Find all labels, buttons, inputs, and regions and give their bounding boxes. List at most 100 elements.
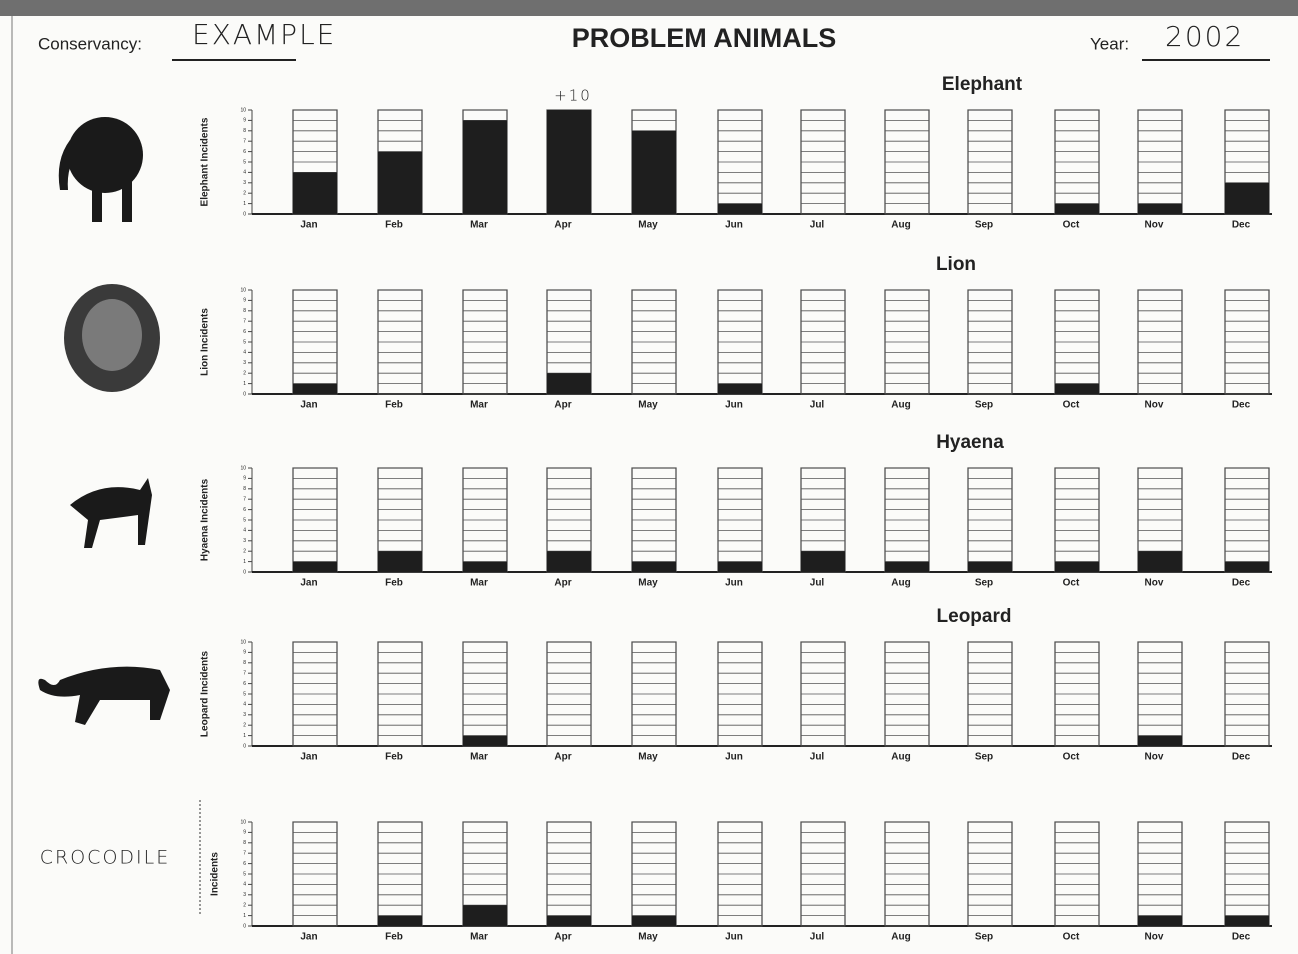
- bar: [1138, 204, 1182, 214]
- x-tick-label: Dec: [1232, 220, 1251, 231]
- bar: [1138, 736, 1182, 746]
- x-tick-label: Mar: [470, 220, 488, 231]
- y-tick-label: 3: [243, 538, 246, 544]
- y-tick-label: 2: [243, 549, 246, 555]
- y-tick-label: 7: [243, 139, 246, 145]
- x-tick-label: Aug: [891, 578, 910, 589]
- bar: [293, 384, 337, 394]
- year-label: Year:: [1090, 34, 1129, 53]
- x-tick-label: Sep: [975, 752, 993, 763]
- x-tick-label: Jun: [725, 578, 743, 589]
- x-tick-label: Dec: [1232, 932, 1251, 943]
- x-tick-label: Feb: [385, 578, 403, 589]
- chart-title: Elephant: [942, 74, 1023, 95]
- x-tick-label: Nov: [1145, 932, 1164, 943]
- y-tick-label: 2: [243, 903, 246, 909]
- bar: [632, 131, 676, 214]
- page: Conservancy: EXAMPLE PROBLEM ANIMALS Yea…: [0, 0, 1298, 954]
- y-tick-label: 8: [243, 660, 246, 666]
- bar: [1055, 562, 1099, 572]
- y-tick-label: 0: [243, 923, 246, 929]
- y-tick-label: 7: [243, 319, 246, 325]
- bar: [547, 551, 591, 572]
- bar: [463, 120, 507, 214]
- y-tick-label: 1: [243, 381, 246, 387]
- y-tick-label: 8: [243, 128, 246, 134]
- x-tick-label: Nov: [1145, 752, 1164, 763]
- x-tick-label: Apr: [554, 578, 571, 589]
- y-axis-label: Leopard Incidents: [200, 651, 211, 738]
- chart-title: Lion: [936, 254, 976, 275]
- y-tick-label: 2: [243, 723, 246, 729]
- x-tick-label: May: [638, 400, 658, 411]
- y-tick-label: 8: [243, 840, 246, 846]
- bar: [1225, 562, 1269, 572]
- x-tick-label: Jul: [810, 220, 825, 231]
- y-tick-label: 5: [243, 517, 246, 523]
- x-tick-label: May: [638, 752, 658, 763]
- bar: [801, 551, 845, 572]
- x-tick-label: Sep: [975, 220, 993, 231]
- bar: [1225, 183, 1269, 214]
- annotation: +10: [554, 87, 592, 105]
- x-tick-label: Mar: [470, 752, 488, 763]
- x-tick-label: Aug: [891, 932, 910, 943]
- bar: [632, 916, 676, 926]
- bar: [1225, 916, 1269, 926]
- y-tick-label: 3: [243, 892, 246, 898]
- bar: [293, 562, 337, 572]
- x-tick-label: Apr: [554, 932, 571, 943]
- y-tick-label: 4: [243, 170, 246, 176]
- year-value: 2002: [1165, 20, 1244, 53]
- x-tick-label: Jul: [810, 932, 825, 943]
- y-tick-label: 9: [243, 650, 246, 656]
- x-tick-label: Jan: [300, 220, 317, 231]
- y-axis-label: Incidents: [210, 852, 221, 896]
- bar: [378, 916, 422, 926]
- x-tick-label: Jan: [300, 578, 317, 589]
- x-tick-label: Nov: [1145, 578, 1164, 589]
- x-tick-label: Feb: [385, 220, 403, 231]
- y-tick-label: 0: [243, 569, 246, 575]
- y-tick-label: 9: [243, 298, 246, 304]
- bar: [378, 152, 422, 214]
- y-tick-label: 3: [243, 180, 246, 186]
- y-tick-label: 9: [243, 830, 246, 836]
- y-tick-label: 4: [243, 528, 246, 534]
- x-tick-label: Apr: [554, 400, 571, 411]
- y-tick-label: 6: [243, 681, 246, 687]
- x-tick-label: Dec: [1232, 752, 1251, 763]
- x-tick-label: Jul: [810, 752, 825, 763]
- bar: [547, 916, 591, 926]
- x-tick-label: Jan: [300, 752, 317, 763]
- y-tick-label: 1: [243, 559, 246, 565]
- x-tick-label: Aug: [891, 220, 910, 231]
- y-tick-label: 10: [240, 287, 246, 293]
- chart: Conservancy: EXAMPLE PROBLEM ANIMALS Yea…: [0, 0, 1298, 954]
- y-tick-label: 10: [240, 107, 246, 113]
- y-tick-label: 6: [243, 329, 246, 335]
- y-tick-label: 6: [243, 149, 246, 155]
- x-tick-label: Apr: [554, 752, 571, 763]
- x-tick-label: Dec: [1232, 400, 1251, 411]
- bar: [547, 110, 591, 214]
- x-tick-label: Apr: [554, 220, 571, 231]
- x-tick-label: Aug: [891, 752, 910, 763]
- bar: [1055, 384, 1099, 394]
- x-tick-label: Oct: [1063, 578, 1080, 589]
- x-tick-label: Nov: [1145, 220, 1164, 231]
- x-tick-label: Mar: [470, 932, 488, 943]
- y-tick-label: 2: [243, 371, 246, 377]
- y-tick-label: 3: [243, 360, 246, 366]
- x-tick-label: Dec: [1232, 578, 1251, 589]
- x-tick-label: May: [638, 220, 658, 231]
- x-tick-label: Jul: [810, 400, 825, 411]
- conservancy-value: EXAMPLE: [192, 18, 336, 51]
- x-tick-label: Mar: [470, 578, 488, 589]
- x-tick-label: Jun: [725, 752, 743, 763]
- y-axis-label: Lion Incidents: [200, 308, 211, 376]
- x-tick-label: May: [638, 578, 658, 589]
- x-tick-label: Feb: [385, 400, 403, 411]
- y-tick-label: 5: [243, 691, 246, 697]
- y-tick-label: 6: [243, 507, 246, 513]
